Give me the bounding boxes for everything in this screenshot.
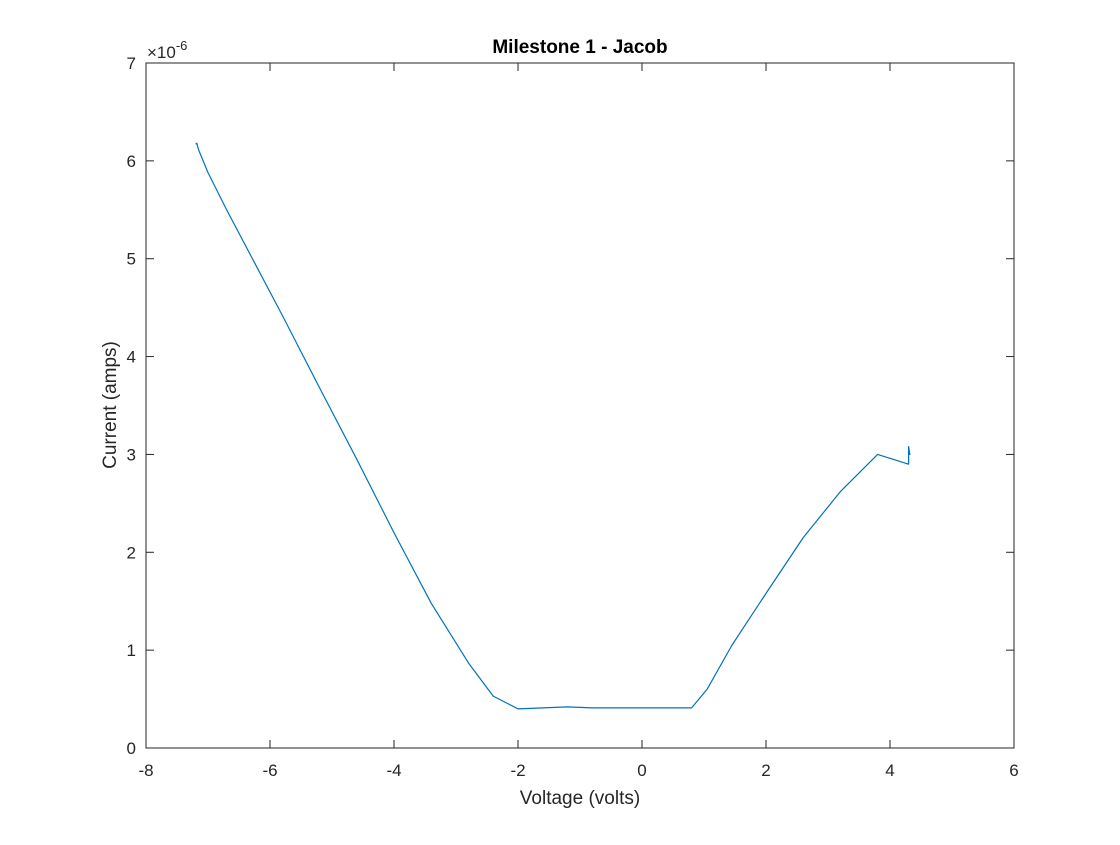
plot-area-border bbox=[145, 62, 1015, 749]
x-tick-label: -8 bbox=[138, 761, 153, 780]
x-tick-label: -2 bbox=[510, 761, 525, 780]
y-tick-label: 5 bbox=[127, 250, 136, 269]
y-tick-label: 0 bbox=[127, 739, 136, 758]
series-line bbox=[195, 142, 911, 710]
y-tick-label: 2 bbox=[127, 543, 136, 562]
x-tick-label: -4 bbox=[386, 761, 401, 780]
chart-title: Milestone 1 - Jacob bbox=[492, 37, 667, 58]
y-tick-label: 4 bbox=[127, 348, 136, 367]
x-axis-label: Voltage (volts) bbox=[520, 788, 640, 809]
y-tick-label: 6 bbox=[127, 152, 136, 171]
x-tick-label: 4 bbox=[885, 761, 894, 780]
x-tick-label: -6 bbox=[262, 761, 277, 780]
y-exponent-base: ×10 bbox=[147, 43, 176, 62]
x-tick-label: 0 bbox=[637, 761, 646, 780]
x-tick-label: 6 bbox=[1009, 761, 1018, 780]
y-exponent-label: ×10-6 bbox=[147, 38, 187, 62]
x-tick-label: 2 bbox=[761, 761, 770, 780]
tick-labels: -8 -6 -4 -2 0 2 4 6 0 1 2 3 4 5 6 7 bbox=[127, 54, 1019, 780]
y-tick-label: 7 bbox=[127, 54, 136, 73]
y-tick-label: 3 bbox=[127, 445, 136, 464]
axis-ticks bbox=[145, 62, 1015, 749]
y-exponent-power: -6 bbox=[176, 38, 188, 53]
y-axis-label: Current (amps) bbox=[100, 341, 121, 469]
y-tick-label: 1 bbox=[127, 641, 136, 660]
